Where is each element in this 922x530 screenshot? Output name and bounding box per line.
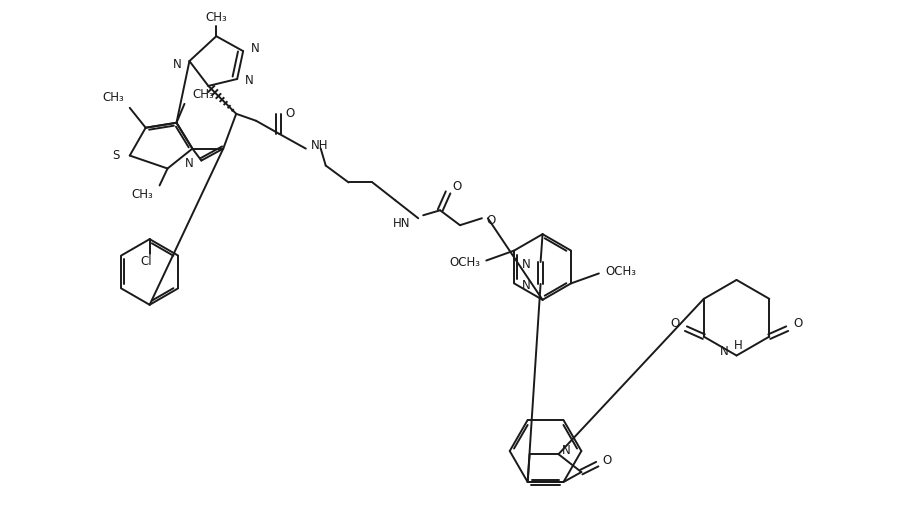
Text: N: N [251, 42, 260, 55]
Text: CH₃: CH₃ [102, 91, 124, 104]
Text: N: N [522, 258, 531, 270]
Text: N: N [522, 279, 531, 293]
Text: O: O [670, 317, 680, 330]
Text: O: O [793, 317, 802, 330]
Text: NH: NH [311, 139, 328, 152]
Text: N: N [172, 58, 182, 70]
Text: N: N [561, 444, 570, 457]
Text: N: N [720, 345, 728, 358]
Text: O: O [602, 454, 611, 466]
Text: H: H [734, 339, 743, 352]
Text: O: O [285, 107, 294, 120]
Text: OCH₃: OCH₃ [605, 265, 636, 278]
Text: HN: HN [393, 217, 410, 229]
Text: N: N [245, 75, 254, 87]
Text: OCH₃: OCH₃ [449, 256, 480, 269]
Text: Cl: Cl [141, 254, 152, 268]
Text: CH₃: CH₃ [193, 89, 214, 101]
Text: O: O [452, 180, 461, 193]
Text: N: N [184, 157, 194, 170]
Text: O: O [487, 214, 496, 227]
Text: CH₃: CH₃ [206, 11, 227, 24]
Text: S: S [112, 149, 120, 162]
Text: CH₃: CH₃ [132, 188, 154, 201]
